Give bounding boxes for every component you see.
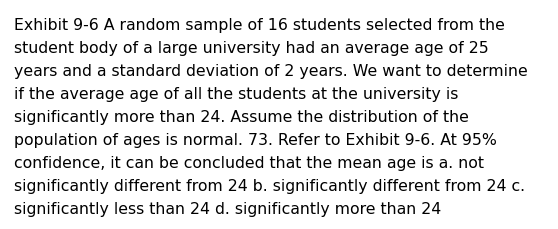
- Text: significantly more than 24. Assume the distribution of the: significantly more than 24. Assume the d…: [14, 109, 469, 124]
- Text: Exhibit 9-6 A random sample of 16 students selected from the: Exhibit 9-6 A random sample of 16 studen…: [14, 18, 505, 33]
- Text: significantly different from 24 b. significantly different from 24 c.: significantly different from 24 b. signi…: [14, 178, 525, 193]
- Text: if the average age of all the students at the university is: if the average age of all the students a…: [14, 87, 458, 101]
- Text: student body of a large university had an average age of 25: student body of a large university had a…: [14, 41, 489, 56]
- Text: significantly less than 24 d. significantly more than 24: significantly less than 24 d. significan…: [14, 201, 441, 216]
- Text: population of ages is normal. 73. Refer to Exhibit 9-6. At 95%: population of ages is normal. 73. Refer …: [14, 132, 497, 147]
- Text: confidence, it can be concluded that the mean age is a. not: confidence, it can be concluded that the…: [14, 155, 484, 170]
- Text: years and a standard deviation of 2 years. We want to determine: years and a standard deviation of 2 year…: [14, 64, 528, 79]
